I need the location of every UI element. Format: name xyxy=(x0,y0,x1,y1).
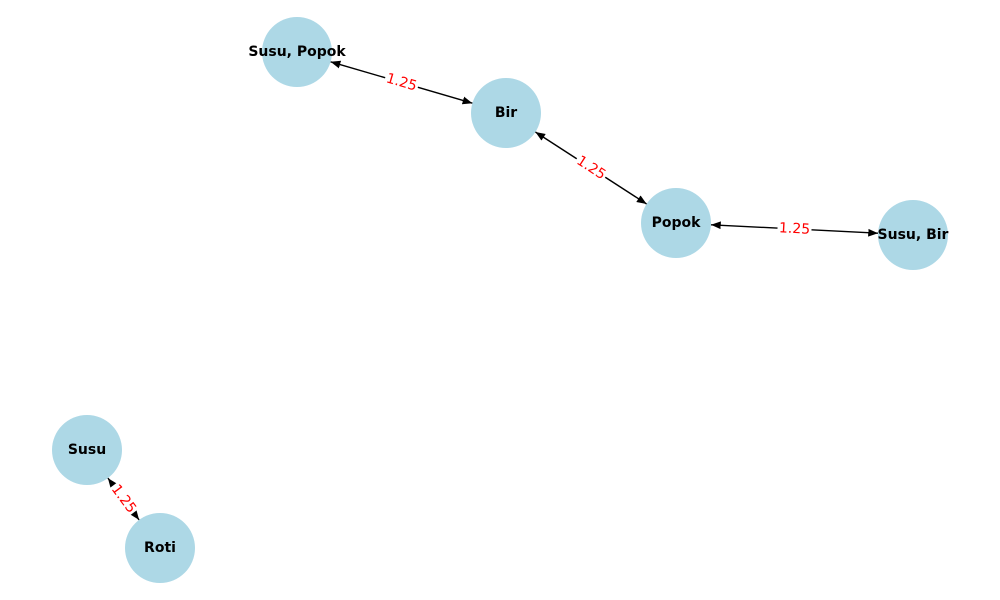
graph-node: Susu, Popok xyxy=(248,17,346,87)
node-label: Bir xyxy=(495,105,517,121)
edge-label-background xyxy=(382,70,421,95)
node-circle xyxy=(878,200,948,270)
nodes-layer: Susu, Popok Bir Popok Susu, Bir Susu Roti xyxy=(52,17,949,583)
edges-layer: 1.25 1.25 1.25 1.25 xyxy=(106,60,879,521)
node-circle xyxy=(52,415,122,485)
node-label: Susu, Popok xyxy=(248,44,346,60)
graph-node: Bir xyxy=(471,78,541,148)
edge-label: 1.25 xyxy=(779,220,811,238)
node-circle xyxy=(262,17,332,87)
node-label: Roti xyxy=(144,540,176,556)
edge-label-background xyxy=(572,152,610,184)
graph-node: Popok xyxy=(641,188,711,258)
graph-node: Susu xyxy=(52,415,122,485)
edge-label-group: 1.25 xyxy=(777,220,812,238)
node-circle xyxy=(641,188,711,258)
graph-node: Roti xyxy=(125,513,195,583)
edge-label: 1.25 xyxy=(384,70,418,94)
edge-label-background xyxy=(777,220,812,238)
node-circle xyxy=(125,513,195,583)
graph-node: Susu, Bir xyxy=(878,200,949,270)
edge-label-group: 1.25 xyxy=(106,480,141,518)
node-label: Popok xyxy=(652,215,702,231)
edge-label-group: 1.25 xyxy=(572,152,610,184)
node-label: Susu xyxy=(68,442,106,458)
edge-label-group: 1.25 xyxy=(382,70,421,95)
node-circle xyxy=(471,78,541,148)
edge-label-background xyxy=(106,480,141,518)
node-label: Susu, Bir xyxy=(878,227,949,243)
